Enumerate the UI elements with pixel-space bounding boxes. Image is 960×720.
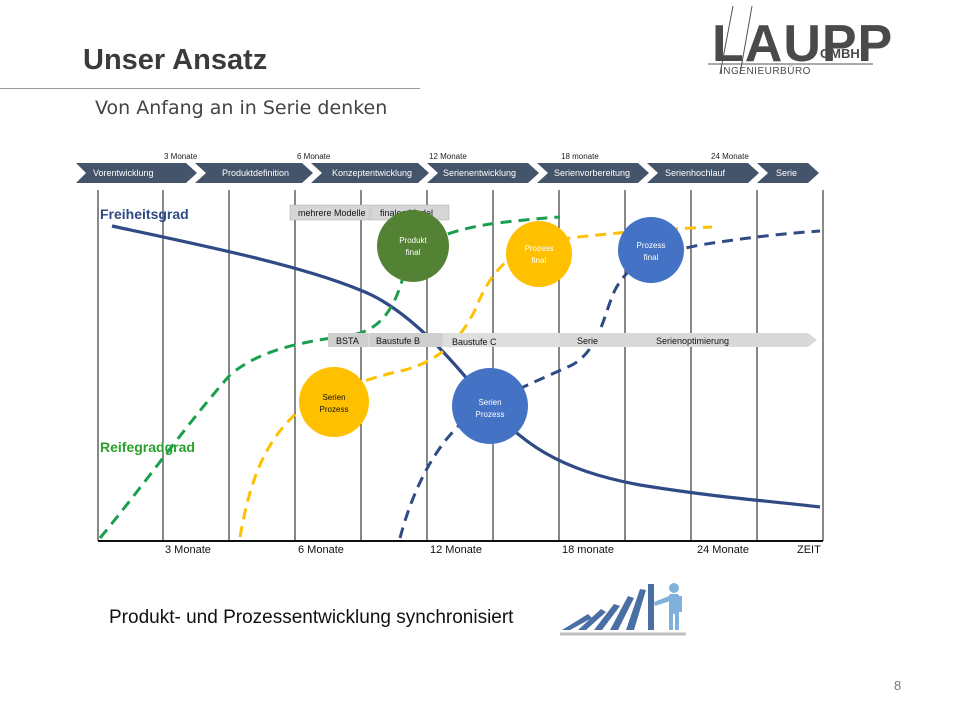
phase-label: Serienhochlauf — [665, 168, 726, 178]
logo-wordmark: LAUPP — [712, 15, 894, 73]
top-milestone: 24 Monate — [711, 152, 749, 161]
phase-segment — [427, 163, 539, 183]
axis-label: 24 Monate — [697, 544, 749, 556]
freiheitsgrad-label: Freiheitsgrad — [100, 206, 189, 222]
phase-label: Vorentwicklung — [93, 168, 154, 178]
axis-label: 3 Monate — [165, 544, 211, 556]
phase-segment — [76, 163, 197, 183]
grid-lines — [97, 190, 824, 541]
build-stage-box — [444, 333, 560, 347]
build-stage-box — [370, 333, 442, 347]
phase-segment — [647, 163, 759, 183]
slide-title: Unser Ansatz — [83, 44, 268, 76]
company-logo: LAUPP GMBH INGENIEURBÜRO — [698, 6, 892, 86]
phase-label: Serie — [776, 168, 797, 178]
svg-text:final: final — [532, 256, 547, 265]
prozess-final-blue-circle: Prozess final — [618, 217, 684, 283]
svg-text:Serien: Serien — [478, 398, 501, 407]
svg-text:Prozess: Prozess — [525, 244, 554, 253]
svg-text:Prozess: Prozess — [476, 410, 505, 419]
phase-label: Serienentwicklung — [443, 168, 516, 178]
svg-text:Prozess: Prozess — [320, 405, 349, 414]
build-stage-label: Serie — [577, 336, 598, 346]
build-stage-box — [328, 333, 368, 347]
phase-segment — [311, 163, 429, 183]
reifegrad-label: Reifegradgrad — [100, 439, 195, 455]
phase-segment — [195, 163, 313, 183]
model-tag: mehrere Modelle — [298, 208, 366, 218]
phase-bar: Vorentwicklung Produktdefinition Konzept… — [76, 163, 819, 183]
svg-text:Prozess: Prozess — [637, 241, 666, 250]
build-stage-label: Serienoptimierung — [656, 336, 729, 346]
yellow-maturity-curve — [238, 225, 713, 538]
svg-text:Serien: Serien — [322, 393, 345, 402]
build-stage-label: Baustufe B — [376, 336, 420, 346]
axis-label: 18 monate — [562, 544, 614, 556]
top-milestone: 12 Monate — [429, 152, 467, 161]
phase-segment — [537, 163, 649, 183]
top-milestone: 3 Monate — [164, 152, 198, 161]
synchronisation-statement: Produkt- und Prozessentwicklung synchron… — [109, 607, 514, 628]
serien-prozess-yellow-circle: Serien Prozess — [299, 367, 369, 437]
model-tag-box — [289, 204, 371, 221]
page-number: 8 — [894, 678, 902, 693]
top-milestone: 18 monate — [561, 152, 599, 161]
domino-figure-icon — [560, 583, 686, 636]
top-milestone: 6 Monate — [297, 152, 331, 161]
build-stage-label: BSTA — [336, 336, 359, 346]
build-stage-label: Baustufe C — [452, 337, 497, 347]
svg-text:final: final — [644, 253, 659, 262]
phase-label: Konzeptentwicklung — [332, 168, 412, 178]
phase-label: Produktdefinition — [222, 168, 289, 178]
logo-lines — [708, 6, 873, 75]
axis-label: 12 Monate — [430, 544, 482, 556]
produkt-final-circle: Produkt final — [377, 210, 449, 282]
svg-text:final: final — [406, 248, 421, 257]
logo-subline: INGENIEURBÜRO — [720, 66, 811, 77]
phase-segment — [757, 163, 819, 183]
serien-prozess-blue-circle: Serien Prozess — [452, 368, 528, 444]
slide-subtitle: Von Anfang an in Serie denken — [95, 97, 388, 119]
axis-label: 6 Monate — [298, 544, 344, 556]
prozess-final-yellow-circle: Prozess final — [506, 221, 572, 287]
title-underline — [0, 88, 420, 89]
logo-gmbh: GMBH — [820, 46, 860, 61]
svg-text:Produkt: Produkt — [399, 236, 427, 245]
axis-label: ZEIT — [797, 544, 821, 556]
phase-label: Serienvorbereitung — [554, 168, 630, 178]
green-maturity-curve — [98, 215, 561, 539]
freiheitsgrad-curve — [111, 224, 821, 509]
